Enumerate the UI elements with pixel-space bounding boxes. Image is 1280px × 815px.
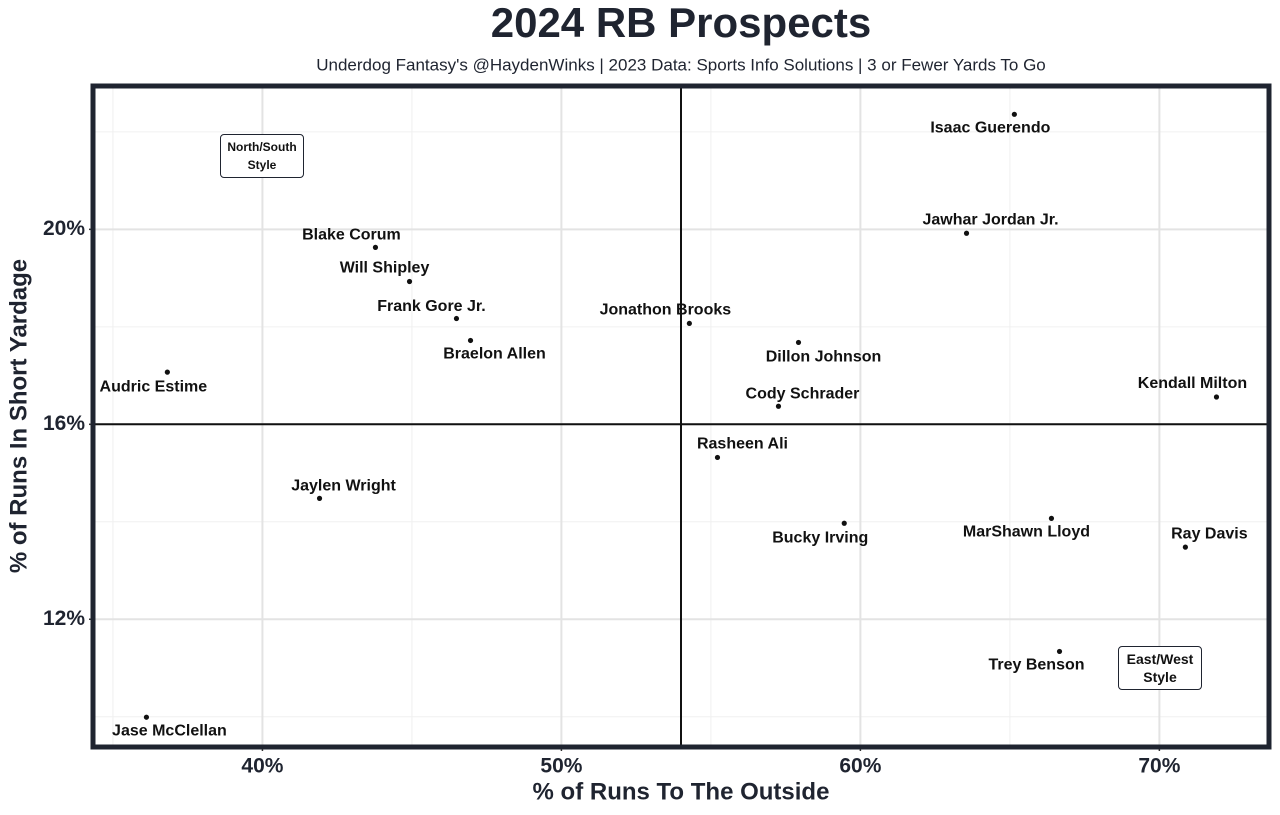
point: [1213, 394, 1220, 400]
point-label: Jawhar Jordan Jr.: [922, 211, 1058, 228]
point-label: Trey Benson: [988, 657, 1084, 674]
point: [316, 495, 323, 501]
point: [963, 230, 970, 236]
point-label: Blake Corum: [302, 227, 401, 244]
point-label: Dillon Johnson: [766, 349, 882, 366]
point-label: Isaac Guerendo: [930, 120, 1050, 137]
chart-subtitle: Underdog Fantasy's @HaydenWinks | 2023 D…: [316, 55, 1046, 74]
point-label: Bucky Irving: [772, 529, 868, 546]
point-label: Jaylen Wright: [291, 478, 396, 495]
point: [143, 714, 150, 720]
point: [406, 278, 413, 285]
chart-title: 2024 RB Prospects: [491, 0, 872, 46]
point: [1056, 648, 1063, 655]
y-axis-title: % of Runs In Short Yardage: [5, 259, 32, 573]
y-tick-label: 20%: [43, 217, 85, 240]
y-tick-label: 16%: [43, 412, 85, 435]
point-label: Audric Estime: [100, 378, 208, 395]
x-tick-label: 60%: [839, 755, 881, 778]
point: [453, 315, 460, 322]
point-label: Ray Davis: [1171, 525, 1248, 542]
point: [164, 369, 170, 375]
point: [1011, 111, 1017, 117]
point: [714, 454, 721, 461]
point: [1048, 515, 1055, 521]
point-label: Cody Schrader: [746, 385, 860, 402]
point-label: MarShawn Lloyd: [963, 524, 1090, 541]
y-tick-label: 12%: [43, 607, 85, 630]
x-tick-label: 40%: [241, 755, 283, 778]
x-tick-label: 70%: [1138, 755, 1180, 778]
point: [795, 339, 802, 346]
point: [467, 337, 474, 344]
point: [1182, 544, 1188, 550]
point-label: Kendall Milton: [1138, 375, 1247, 392]
annotation-box: North/South Style: [220, 134, 304, 178]
point: [841, 520, 847, 526]
point-label: Braelon Allen: [443, 346, 546, 363]
point: [686, 320, 692, 327]
plot-frame: [90, 83, 1272, 750]
point-label: Rasheen Ali: [697, 436, 788, 453]
point-label: Jonathon Brooks: [600, 302, 732, 319]
point: [372, 244, 379, 250]
annotation-box: East/West Style: [1118, 646, 1202, 690]
point-label: Jase McClellan: [112, 722, 227, 739]
point-label: Frank Gore Jr.: [377, 298, 486, 315]
point: [775, 403, 782, 409]
point-label: Will Shipley: [340, 260, 430, 277]
x-axis-title: % of Runs To The Outside: [533, 778, 830, 805]
x-tick-label: 50%: [540, 755, 582, 778]
